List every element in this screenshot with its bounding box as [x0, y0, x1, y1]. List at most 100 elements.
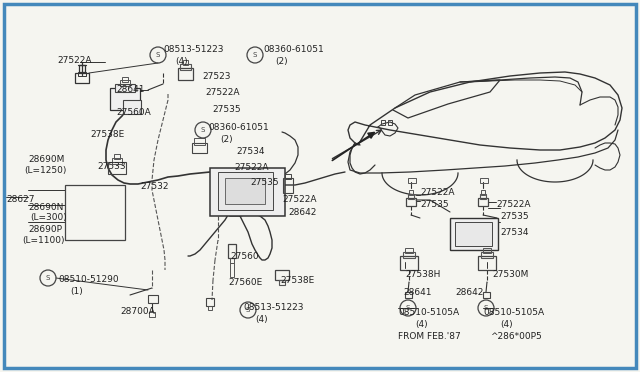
Bar: [114, 154, 120, 159]
Text: 27560E: 27560E: [228, 278, 262, 287]
Bar: [450, 218, 498, 250]
Text: 28690P: 28690P: [28, 225, 62, 234]
Text: S: S: [406, 305, 410, 311]
Text: 27560: 27560: [230, 252, 259, 261]
Text: (2): (2): [275, 57, 287, 66]
Bar: [381, 120, 385, 125]
Text: 27538E: 27538E: [280, 276, 314, 285]
Bar: [483, 292, 490, 298]
Bar: [75, 73, 89, 83]
Bar: [148, 295, 158, 303]
Bar: [279, 280, 285, 285]
Text: 27522A: 27522A: [496, 200, 531, 209]
Bar: [275, 270, 289, 280]
Bar: [112, 158, 122, 164]
Text: 28642: 28642: [455, 288, 483, 297]
Text: 08510-51290: 08510-51290: [58, 275, 118, 284]
Text: S: S: [156, 52, 160, 58]
Text: (4): (4): [415, 320, 428, 329]
Text: 27522A: 27522A: [57, 56, 92, 65]
Bar: [483, 248, 491, 253]
Text: S: S: [246, 307, 250, 313]
Bar: [408, 178, 416, 183]
Text: 08510-5105A: 08510-5105A: [483, 308, 544, 317]
Text: 27530M: 27530M: [492, 270, 529, 279]
Bar: [480, 194, 486, 199]
Text: 28641: 28641: [116, 85, 145, 94]
Bar: [480, 178, 488, 183]
Text: 27533: 27533: [97, 162, 125, 171]
Bar: [79, 65, 85, 72]
Bar: [192, 143, 207, 153]
Bar: [408, 194, 414, 199]
Bar: [115, 84, 135, 92]
Text: 08360-61051: 08360-61051: [208, 123, 269, 132]
Bar: [123, 100, 141, 114]
Text: ^286*00P5: ^286*00P5: [490, 332, 541, 341]
Bar: [409, 190, 413, 195]
Text: 27560A: 27560A: [116, 108, 151, 117]
Bar: [478, 256, 496, 270]
Text: 28700A: 28700A: [120, 307, 155, 316]
Text: (4): (4): [500, 320, 513, 329]
Bar: [110, 88, 140, 110]
Text: 27538E: 27538E: [90, 130, 124, 139]
Text: 27534: 27534: [500, 228, 529, 237]
Bar: [225, 178, 265, 204]
Text: S: S: [484, 305, 488, 311]
Text: 27522A: 27522A: [234, 163, 269, 172]
Bar: [218, 172, 273, 210]
Text: 27535: 27535: [420, 200, 449, 209]
Text: 28642: 28642: [288, 208, 316, 217]
Text: 27522A: 27522A: [420, 188, 454, 197]
Text: (1): (1): [70, 287, 83, 296]
Text: S: S: [253, 52, 257, 58]
Text: 27535: 27535: [212, 105, 241, 114]
Bar: [403, 252, 415, 258]
Bar: [180, 64, 191, 70]
Text: FROM FEB.'87: FROM FEB.'87: [398, 332, 461, 341]
Bar: [455, 222, 492, 246]
Bar: [78, 72, 86, 76]
Bar: [210, 168, 285, 216]
Text: 27532: 27532: [140, 182, 168, 191]
Bar: [122, 77, 128, 82]
Bar: [120, 80, 130, 86]
Bar: [283, 178, 293, 193]
Bar: [208, 306, 212, 310]
Bar: [405, 248, 413, 253]
Bar: [400, 256, 418, 270]
Text: (L=1250): (L=1250): [24, 166, 67, 175]
Text: 27534: 27534: [236, 147, 264, 156]
Text: 28690N: 28690N: [28, 203, 63, 212]
Text: 28641: 28641: [403, 288, 431, 297]
Bar: [65, 185, 125, 240]
Text: S: S: [46, 275, 50, 281]
Bar: [108, 162, 126, 174]
Bar: [478, 198, 488, 206]
Text: 27522A: 27522A: [282, 195, 317, 204]
Text: 28627: 28627: [6, 195, 35, 204]
Text: (4): (4): [255, 315, 268, 324]
Bar: [178, 68, 193, 80]
Bar: [230, 263, 234, 277]
Text: (L=1100): (L=1100): [22, 236, 65, 245]
Text: (L=300): (L=300): [30, 213, 67, 222]
Text: (2): (2): [220, 135, 232, 144]
Text: 27535: 27535: [250, 178, 278, 187]
Text: S: S: [201, 127, 205, 133]
Text: 27523: 27523: [202, 72, 230, 81]
Text: 08510-5105A: 08510-5105A: [398, 308, 459, 317]
Text: (4): (4): [175, 57, 188, 66]
Text: 08513-51223: 08513-51223: [243, 303, 303, 312]
Text: 27535: 27535: [500, 212, 529, 221]
Text: 28690M: 28690M: [28, 155, 65, 164]
Bar: [388, 120, 392, 125]
Bar: [285, 174, 291, 179]
Bar: [183, 60, 188, 65]
Bar: [406, 198, 416, 206]
Bar: [481, 190, 485, 195]
Bar: [194, 138, 205, 145]
Bar: [228, 244, 236, 258]
Text: 27522A: 27522A: [205, 88, 239, 97]
